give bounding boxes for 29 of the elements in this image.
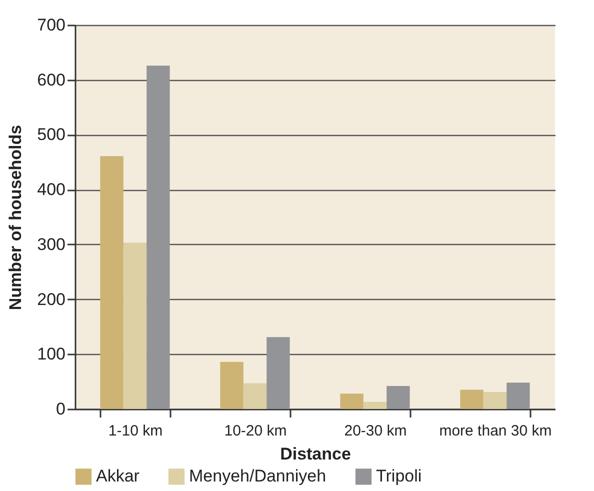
bar <box>146 66 170 409</box>
bar <box>386 386 410 409</box>
x-tick-label: more than 30 km <box>439 422 552 440</box>
x-axis-title: Distance <box>280 444 351 464</box>
y-axis-title: Number of households <box>6 124 26 310</box>
legend-label: Tripoli <box>376 466 422 486</box>
x-tick-label: 10-20 km <box>224 422 287 440</box>
bar <box>243 383 267 409</box>
legend-label: Menyeh/Danniyeh <box>189 466 326 486</box>
y-tick-label: 0 <box>56 400 66 418</box>
x-tick-label: 1-10 km <box>108 422 163 440</box>
legend-label: Akkar <box>96 466 140 486</box>
y-tick-label: 200 <box>37 290 66 309</box>
bar <box>363 402 387 409</box>
bar <box>340 394 364 409</box>
bar <box>266 337 290 409</box>
bar <box>123 242 147 409</box>
y-tick-label: 400 <box>37 180 66 200</box>
bar <box>483 392 507 409</box>
bar <box>100 156 124 409</box>
y-tick-label: 700 <box>37 16 66 34</box>
y-tick-label: 500 <box>37 125 66 144</box>
bar <box>506 382 530 409</box>
x-tick-label: 20-30 km <box>344 422 407 440</box>
y-tick-label: 100 <box>37 344 66 364</box>
bar <box>220 362 244 409</box>
bar <box>460 390 484 409</box>
y-tick-label: 600 <box>37 70 66 90</box>
y-tick-label: 300 <box>37 234 66 254</box>
